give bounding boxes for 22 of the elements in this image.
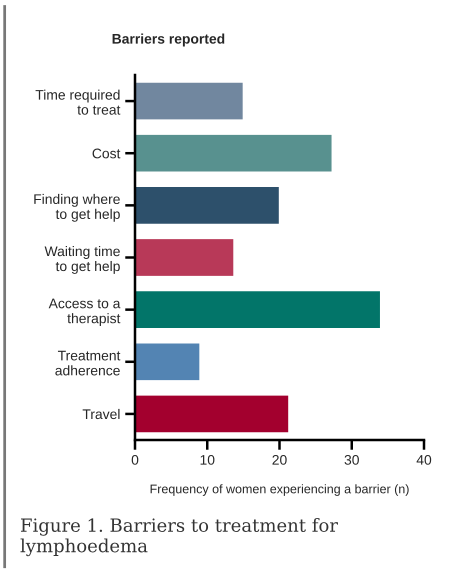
y-tick-label: Access to a therapist — [48, 298, 120, 326]
bar — [135, 290, 382, 330]
bar — [135, 133, 333, 173]
bar — [135, 238, 235, 278]
x-tick-label: 0 — [132, 454, 138, 465]
x-tick-label: 10 — [200, 454, 214, 465]
y-tick-label: Cost — [92, 148, 120, 158]
y-tick-label: Travel — [82, 408, 120, 420]
x-tick-label: 40 — [416, 454, 432, 465]
x-tick-label: 30 — [344, 454, 359, 465]
y-tick-label: Treatment adherence — [55, 350, 120, 376]
y-tick-label: Time required to treat — [36, 90, 120, 115]
caption: Figure 1. Barriers to treatment for lymphoedema — [20, 518, 338, 556]
chart-title: Barriers reported — [112, 34, 224, 46]
bar — [135, 81, 244, 121]
x-tick-label: 20 — [272, 454, 287, 465]
bar — [135, 186, 280, 226]
bar — [135, 394, 290, 434]
y-tick-label: Waiting time to get help — [44, 246, 120, 274]
x-axis-title: Frequency of women experiencing a barrier (n) — [150, 484, 409, 496]
y-tick-label: Finding where to get help — [34, 194, 120, 222]
bar — [135, 342, 201, 382]
